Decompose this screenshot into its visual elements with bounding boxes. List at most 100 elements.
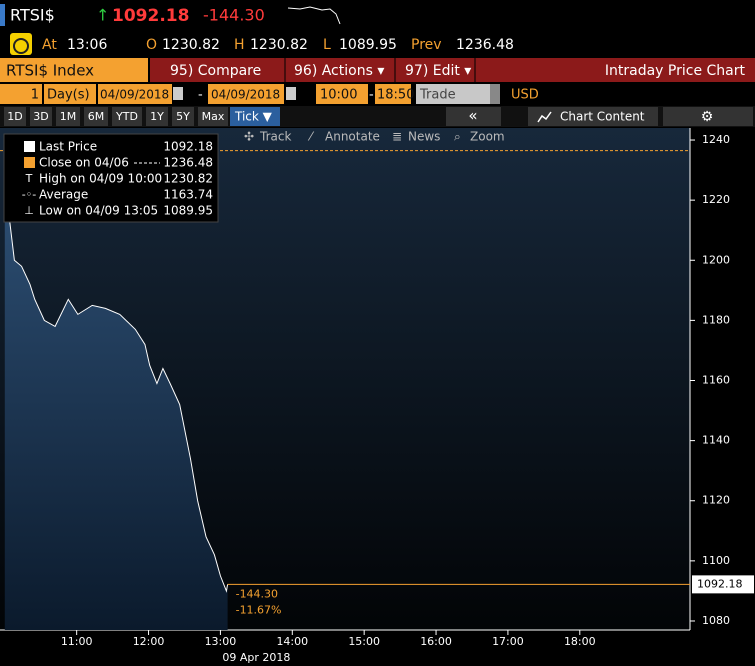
price-line bbox=[4, 167, 229, 593]
x-tick-label: 13:00 bbox=[205, 635, 237, 648]
y-tick-label: 1120 bbox=[702, 494, 730, 507]
field-select[interactable] bbox=[416, 84, 500, 104]
open-label: O bbox=[146, 37, 157, 53]
y-tick-label: 1240 bbox=[702, 133, 730, 146]
y-tick-label: 1100 bbox=[702, 554, 730, 567]
open: 1230.82 bbox=[162, 37, 220, 53]
unit: Day(s) bbox=[47, 88, 90, 103]
collapse-icon: « bbox=[468, 107, 477, 125]
end-date: 04/09/2018 bbox=[211, 88, 280, 102]
legend-label: Close on 04/06 bbox=[39, 156, 129, 170]
period: 1 bbox=[31, 88, 39, 103]
high-label: H bbox=[234, 37, 245, 53]
last-price: 1092.18 bbox=[112, 6, 189, 26]
x-tick-label: 15:00 bbox=[348, 635, 380, 648]
range-button[interactable] bbox=[56, 107, 80, 126]
x-tick-label: 16:00 bbox=[420, 635, 452, 648]
range-label: Max bbox=[202, 110, 225, 123]
ticker: RTSI$ bbox=[10, 6, 55, 25]
legend-label: Last Price bbox=[39, 140, 97, 154]
currency: USD bbox=[511, 88, 539, 103]
low-label: L bbox=[323, 37, 331, 53]
range-label: 1D bbox=[7, 110, 22, 123]
annotation: -11.67% bbox=[236, 603, 282, 616]
range-button[interactable] bbox=[84, 107, 108, 126]
legend: Last Price 1092.18 Close on 04/06 1236.48Hi… bbox=[39, 140, 213, 218]
collapse-button[interactable] bbox=[446, 107, 501, 126]
net-change: -144.30 bbox=[203, 6, 265, 25]
range-label: 1Y bbox=[150, 110, 164, 123]
y-tick-label: 1220 bbox=[702, 193, 730, 206]
chart-icon bbox=[537, 111, 552, 123]
range-button[interactable] bbox=[30, 107, 52, 126]
unit-field[interactable] bbox=[44, 84, 96, 104]
menu-compare[interactable]: 95) Compare bbox=[170, 63, 261, 79]
legend-label: High on 04/09 10:00 bbox=[39, 172, 162, 186]
legend-swatch: -◦- bbox=[22, 188, 36, 201]
tool-news[interactable]: News bbox=[408, 130, 440, 144]
up-arrow: ↑ bbox=[96, 6, 109, 25]
menu-bar bbox=[150, 58, 755, 82]
high: 1230.82 bbox=[250, 37, 308, 53]
ticker-marker bbox=[0, 4, 5, 26]
legend-label: Low on 04/09 13:05 bbox=[39, 204, 158, 218]
range-button[interactable] bbox=[4, 107, 26, 126]
legend-swatch: T bbox=[25, 172, 33, 185]
range-button[interactable] bbox=[146, 107, 168, 126]
sparkline bbox=[287, 6, 341, 25]
page-title: Intraday Price Chart bbox=[605, 63, 746, 79]
legend-label: Average bbox=[39, 188, 88, 202]
legend-value: 1236.48 bbox=[163, 156, 213, 170]
x-tick-label: 12:00 bbox=[133, 635, 165, 648]
prev: 1236.48 bbox=[456, 37, 514, 53]
tick-button[interactable] bbox=[230, 107, 280, 126]
legend-value: 1092.18 bbox=[163, 140, 213, 154]
x-tick-label: 17:00 bbox=[492, 635, 524, 648]
y-tick-label: 1080 bbox=[702, 614, 730, 627]
start-date-field[interactable] bbox=[98, 84, 172, 104]
news-icon: ≣ bbox=[392, 130, 402, 144]
field-dropdown[interactable] bbox=[490, 84, 500, 104]
y-tick-label: 1200 bbox=[702, 253, 730, 266]
end-date-field[interactable] bbox=[208, 84, 284, 104]
menu-actions[interactable]: 96) Actions ▾ bbox=[294, 63, 384, 79]
tool-track[interactable]: Track bbox=[259, 130, 291, 144]
security: RTSI$ Index bbox=[6, 62, 94, 80]
range-button[interactable] bbox=[112, 107, 142, 126]
start-time: 10:00 bbox=[320, 88, 357, 103]
range-label: 5Y bbox=[176, 110, 190, 123]
annotate-icon: ⁄ bbox=[307, 130, 315, 144]
chart-content: Chart Content bbox=[560, 110, 645, 124]
range-label: 6M bbox=[88, 110, 105, 123]
time-sep: - bbox=[369, 88, 374, 103]
field: Trade bbox=[419, 88, 456, 103]
chart-content-button[interactable] bbox=[528, 107, 658, 126]
x-tick-label: 18:00 bbox=[564, 635, 596, 648]
menu-edit[interactable]: 97) Edit ▾ bbox=[405, 63, 471, 79]
tool-zoom[interactable]: Zoom bbox=[470, 130, 505, 144]
calendar-icon[interactable] bbox=[173, 87, 183, 100]
calendar-icon[interactable] bbox=[286, 87, 296, 100]
track-icon: ✣ bbox=[244, 130, 254, 144]
period-field[interactable] bbox=[0, 84, 42, 104]
y-tick-label: 1140 bbox=[702, 434, 730, 447]
y-tick-label: 1160 bbox=[702, 374, 730, 387]
tick-label: Tick ▼ bbox=[234, 110, 273, 124]
legend-swatch bbox=[24, 157, 35, 168]
gauge-dial bbox=[13, 38, 29, 54]
end-time: 18:50 bbox=[377, 88, 414, 103]
time-label: At bbox=[42, 37, 57, 53]
tool-annotate[interactable]: Annotate bbox=[325, 130, 380, 144]
security-box[interactable] bbox=[0, 58, 148, 82]
plot: 1080 1100 1120 1140 1160 1180 1200 1220 1240 11:0… bbox=[0, 128, 754, 664]
legend-value: 1089.95 bbox=[163, 204, 213, 218]
range-button[interactable] bbox=[198, 107, 228, 126]
start-time-field[interactable] bbox=[316, 84, 368, 104]
last-price-tag bbox=[692, 575, 754, 594]
date-sep: - bbox=[198, 88, 203, 103]
range-button[interactable] bbox=[172, 107, 194, 126]
settings-button[interactable] bbox=[663, 107, 753, 126]
last-price-tag-label: 1092.18 bbox=[697, 577, 743, 590]
end-time-field[interactable] bbox=[375, 84, 411, 104]
